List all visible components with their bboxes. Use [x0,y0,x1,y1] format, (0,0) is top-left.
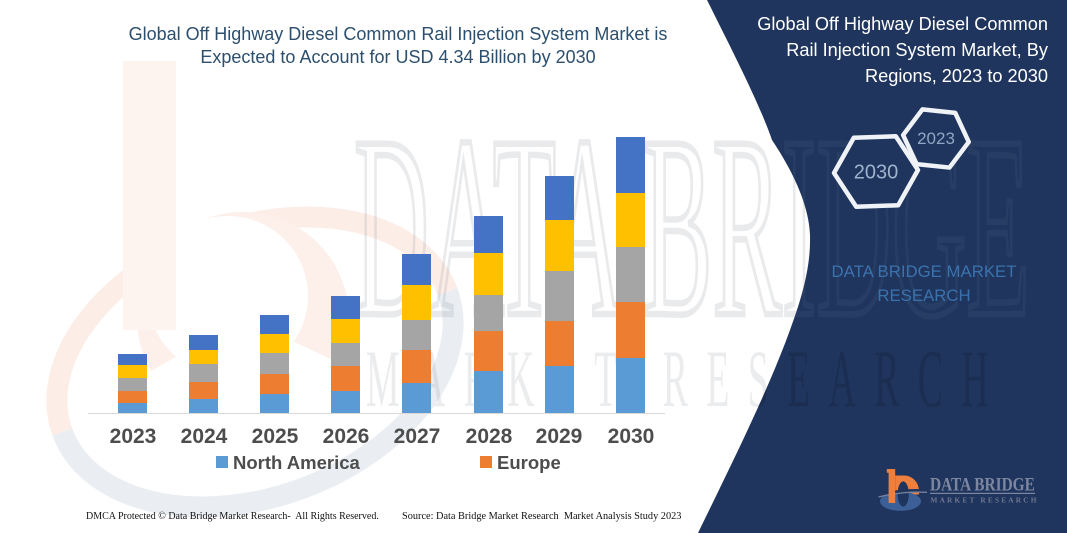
svg-text:DATA BRIDGE: DATA BRIDGE [930,474,1035,495]
svg-text:2023: 2023 [917,129,955,148]
svg-text:2030: 2030 [854,162,899,184]
svg-text:MARKET RESEARCH: MARKET RESEARCH [366,333,1007,424]
svg-text:MARKET RESEARCH: MARKET RESEARCH [931,495,1039,504]
